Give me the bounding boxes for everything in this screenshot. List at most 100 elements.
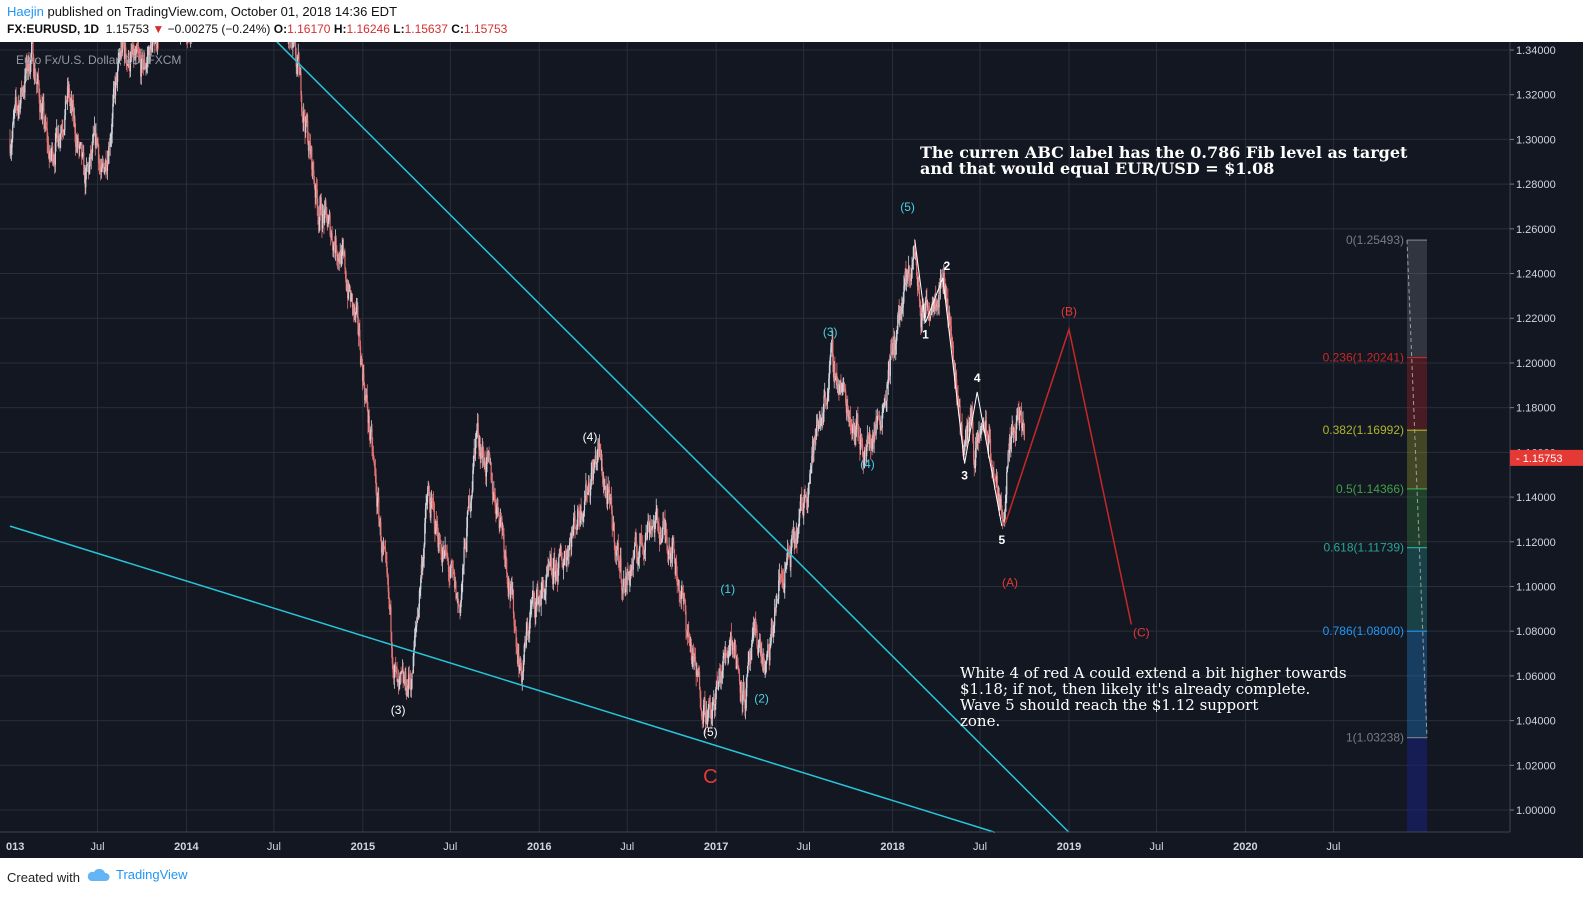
candle-body bbox=[723, 653, 726, 658]
candle-body bbox=[721, 670, 724, 678]
candle-body bbox=[609, 494, 611, 501]
time-axis[interactable]: 013 Jul 2014 Jul 2015 Jul 2016 Jul 2017 Jul 2018 Ju… bbox=[6, 841, 1340, 853]
candle-body bbox=[148, 49, 150, 56]
fib-zone bbox=[1407, 488, 1427, 548]
fib-zone bbox=[1407, 357, 1427, 431]
candle-body bbox=[950, 326, 952, 343]
candle-body bbox=[988, 432, 990, 438]
candle-body bbox=[606, 492, 609, 505]
candle-body bbox=[365, 396, 367, 399]
candle-body bbox=[323, 211, 325, 224]
candle-body bbox=[929, 312, 931, 320]
candle-body bbox=[506, 572, 508, 585]
candle-body bbox=[556, 563, 558, 576]
candle-body bbox=[1020, 412, 1022, 415]
candle-body bbox=[545, 580, 547, 595]
candle-body bbox=[1002, 512, 1004, 522]
trendline[interactable] bbox=[274, 42, 1070, 833]
candle-body bbox=[859, 434, 862, 450]
candle-body bbox=[393, 666, 395, 678]
candle-body bbox=[588, 482, 590, 491]
candle-body bbox=[103, 163, 105, 173]
trendline[interactable] bbox=[9, 525, 996, 834]
candle-body bbox=[361, 359, 363, 364]
candle-body bbox=[891, 351, 893, 355]
candle-body bbox=[905, 271, 908, 283]
wave-drawings[interactable] bbox=[914, 239, 1133, 625]
candle-body bbox=[18, 103, 21, 113]
candle-body bbox=[406, 687, 408, 697]
candle-body bbox=[11, 138, 13, 148]
candle-body bbox=[400, 671, 402, 673]
current-price-tag: - 1.15753 bbox=[1510, 449, 1583, 466]
candle-body bbox=[401, 671, 403, 673]
abc-projection-path[interactable] bbox=[1004, 326, 1133, 625]
candle-body bbox=[645, 534, 647, 536]
time-tick-label: Jul bbox=[267, 841, 281, 853]
candle-body bbox=[532, 591, 534, 598]
candle-body bbox=[335, 237, 337, 250]
trendlines[interactable] bbox=[9, 42, 1070, 834]
candle-body bbox=[525, 631, 527, 647]
candle-body bbox=[794, 539, 796, 544]
price-chart[interactable]: 0(1.25493) 0.236(1.20241) 0.382(1.16992) 0.… bbox=[0, 42, 1583, 858]
candle-body bbox=[994, 479, 996, 481]
candle-body bbox=[83, 152, 85, 176]
impulse-wave-path[interactable] bbox=[914, 239, 1003, 527]
candle-body bbox=[857, 414, 859, 433]
candle-body bbox=[410, 688, 412, 690]
wave-label: 2 bbox=[944, 259, 951, 273]
candle-body bbox=[894, 337, 896, 350]
candle-body bbox=[89, 153, 92, 160]
candle-body bbox=[889, 362, 891, 376]
candle-body bbox=[734, 640, 736, 656]
candle-body bbox=[707, 707, 709, 717]
candle-body bbox=[758, 646, 760, 648]
candle-body bbox=[129, 60, 132, 72]
candle-body bbox=[1003, 518, 1005, 522]
candle-body bbox=[966, 427, 968, 440]
candle-body bbox=[1006, 471, 1008, 495]
candle-body bbox=[141, 54, 143, 63]
tradingview-link[interactable]: TradingView bbox=[86, 867, 188, 882]
candle-body bbox=[359, 330, 361, 347]
candle-body bbox=[741, 696, 743, 705]
candle-body bbox=[883, 403, 885, 408]
candle-body bbox=[349, 289, 351, 291]
candle-series[interactable] bbox=[9, 42, 1025, 734]
candle-body bbox=[546, 565, 548, 576]
candle-body bbox=[880, 425, 883, 428]
candle-body bbox=[730, 632, 732, 645]
candle-body bbox=[43, 119, 46, 129]
fib-retracement[interactable]: 0(1.25493) 0.236(1.20241) 0.382(1.16992) 0.… bbox=[1323, 233, 1428, 832]
candle-body bbox=[554, 571, 557, 575]
annotation-wave-note[interactable]: White 4 of red A could extend a bit high… bbox=[960, 664, 1347, 730]
candle-body bbox=[511, 584, 513, 595]
candle-body bbox=[678, 579, 680, 593]
candle-body bbox=[73, 118, 75, 119]
candle-body bbox=[947, 318, 950, 320]
candle-body bbox=[531, 602, 533, 607]
candle-body bbox=[361, 363, 364, 382]
candle-body bbox=[805, 495, 808, 502]
candle-body bbox=[973, 459, 975, 468]
candle-body bbox=[480, 451, 482, 459]
candle-body bbox=[98, 144, 100, 164]
candle-body bbox=[697, 670, 699, 677]
candle-body bbox=[435, 521, 437, 535]
candle-body bbox=[613, 522, 615, 543]
candle-body bbox=[449, 567, 452, 578]
candle-body bbox=[502, 529, 504, 535]
candle-body bbox=[485, 468, 487, 477]
price-axis[interactable]: 1.34000 1.32000 1.30000 1.28000 1.26000 1.240… bbox=[1510, 45, 1556, 817]
candle-body bbox=[829, 357, 831, 366]
candle-body bbox=[32, 42, 34, 61]
candle-body bbox=[569, 542, 571, 550]
annotation-fib-target[interactable]: The curren ABC label has the 0.786 Fib l… bbox=[920, 143, 1408, 178]
author-link[interactable]: Haejin bbox=[7, 4, 44, 19]
candle-body bbox=[978, 431, 980, 442]
candle-body bbox=[472, 455, 475, 471]
candle-body bbox=[985, 420, 988, 435]
candle-body bbox=[596, 462, 598, 465]
candle-body bbox=[801, 496, 803, 509]
